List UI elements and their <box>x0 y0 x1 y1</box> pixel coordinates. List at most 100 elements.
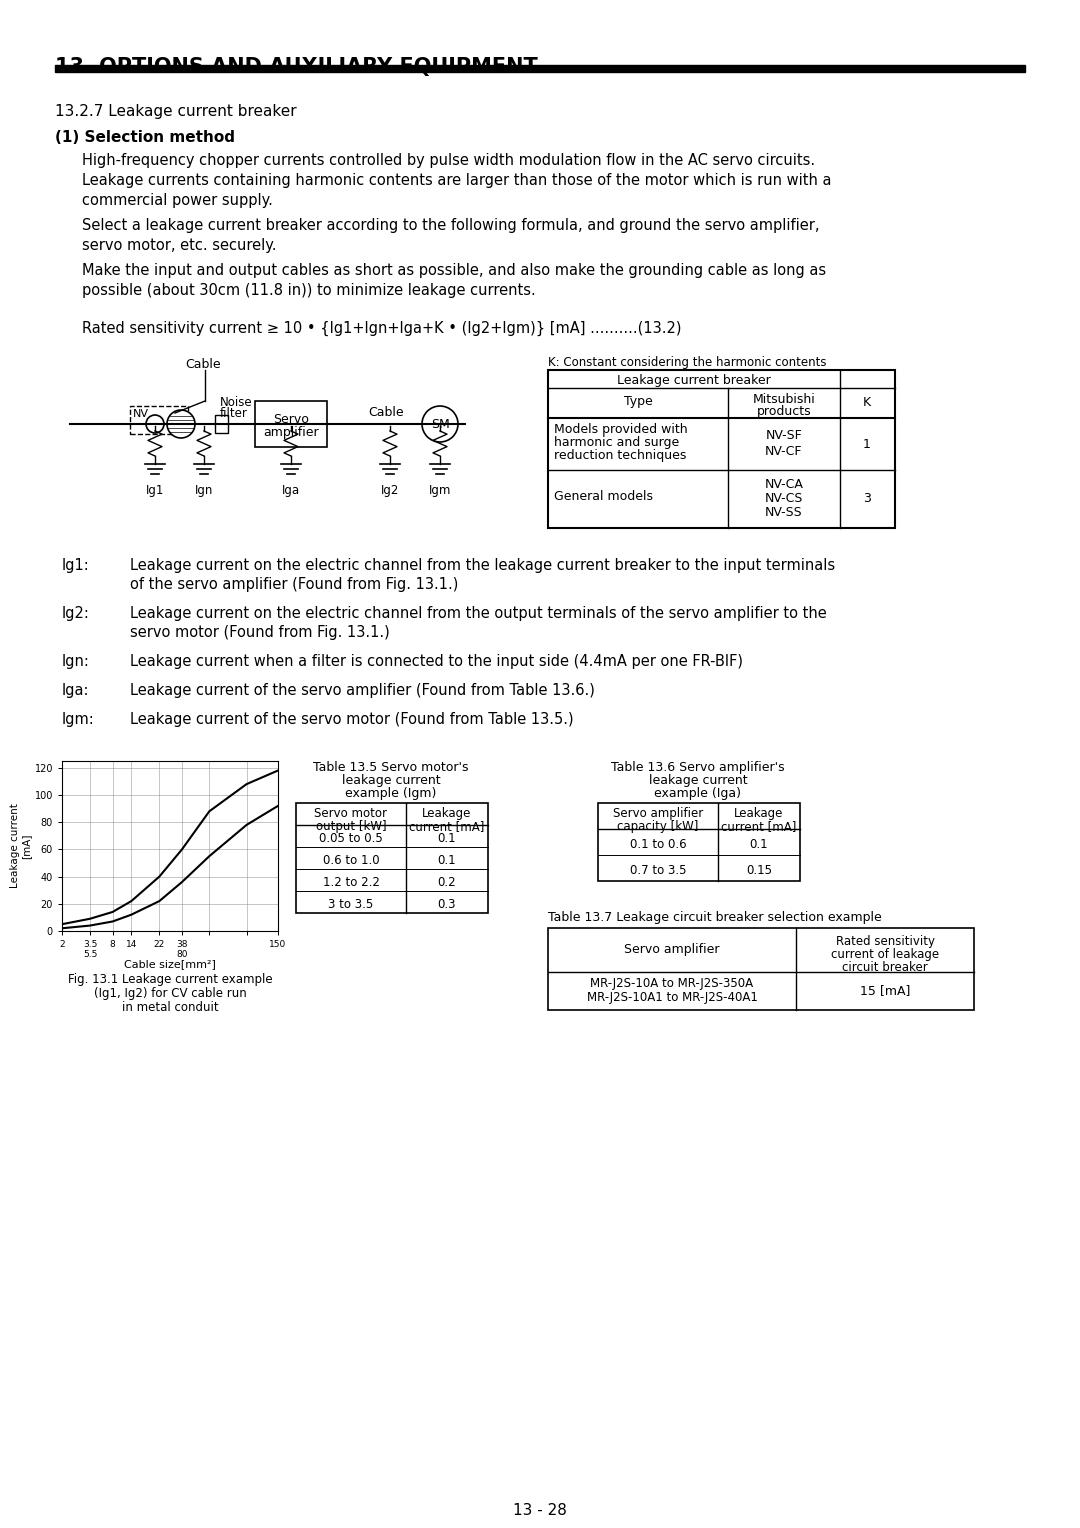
Text: servo motor (Found from Fig. 13.1.): servo motor (Found from Fig. 13.1.) <box>130 625 390 640</box>
Text: Leakage current on the electric channel from the output terminals of the servo a: Leakage current on the electric channel … <box>130 607 827 620</box>
Text: Servo amplifier: Servo amplifier <box>624 943 719 957</box>
Text: K: K <box>863 396 872 410</box>
Bar <box>255 400 327 448</box>
Bar <box>215 416 228 432</box>
Bar <box>55 66 1025 72</box>
Text: 3 to 3.5: 3 to 3.5 <box>328 898 374 911</box>
Text: Table 13.6 Servo amplifier's: Table 13.6 Servo amplifier's <box>611 761 785 775</box>
Text: K: Constant considering the harmonic contents: K: Constant considering the harmonic con… <box>548 356 826 368</box>
Text: in metal conduit: in metal conduit <box>122 1001 218 1015</box>
Text: current [mA]: current [mA] <box>721 821 797 833</box>
Text: 0.05 to 0.5: 0.05 to 0.5 <box>319 833 383 845</box>
Text: Leakage current when a filter is connected to the input side (4.4mA per one FR-B: Leakage current when a filter is connect… <box>130 654 743 669</box>
Bar <box>296 804 488 914</box>
Text: NV-CS: NV-CS <box>765 492 804 504</box>
Text: NV-CF: NV-CF <box>766 445 802 458</box>
Text: 0.3: 0.3 <box>437 898 456 911</box>
Text: MR-J2S-10A to MR-J2S-350A: MR-J2S-10A to MR-J2S-350A <box>591 976 754 990</box>
Text: 13. OPTIONS AND AUXILIARY EQUIPMENT: 13. OPTIONS AND AUXILIARY EQUIPMENT <box>55 57 538 76</box>
Text: SM: SM <box>431 417 449 431</box>
Text: Noise: Noise <box>220 396 253 410</box>
Text: Servo: Servo <box>273 413 309 426</box>
Text: Leakage: Leakage <box>734 807 784 821</box>
Text: example (Iga): example (Iga) <box>654 787 742 801</box>
Text: 13.2.7 Leakage current breaker: 13.2.7 Leakage current breaker <box>55 104 297 119</box>
Text: Iga:: Iga: <box>62 683 90 698</box>
Text: Ign:: Ign: <box>62 654 90 669</box>
Text: 0.1: 0.1 <box>750 837 768 851</box>
Text: Leakage: Leakage <box>422 807 472 821</box>
Text: Rated sensitivity current ≥ 10 • {Ig1+Ign+Iga+K • (Ig2+Igm)} [mA] ..........(13.: Rated sensitivity current ≥ 10 • {Ig1+Ig… <box>82 321 681 336</box>
Text: Mitsubishi: Mitsubishi <box>753 393 815 406</box>
Text: current of leakage: current of leakage <box>831 947 940 961</box>
Text: circuit breaker: circuit breaker <box>842 961 928 973</box>
Text: General models: General models <box>554 490 653 503</box>
Text: NV: NV <box>133 410 149 419</box>
Text: Select a leakage current breaker according to the following formula, and ground : Select a leakage current breaker accordi… <box>82 219 820 232</box>
Text: NV-CA: NV-CA <box>765 478 804 490</box>
Text: NV-SF: NV-SF <box>766 429 802 442</box>
Text: possible (about 30cm (11.8 in)) to minimize leakage currents.: possible (about 30cm (11.8 in)) to minim… <box>82 283 536 298</box>
Text: Leakage currents containing harmonic contents are larger than those of the motor: Leakage currents containing harmonic con… <box>82 173 832 188</box>
Text: Servo amplifier: Servo amplifier <box>612 807 703 821</box>
Text: 0.1: 0.1 <box>437 833 457 845</box>
Bar <box>130 406 188 434</box>
Text: leakage current: leakage current <box>341 775 441 787</box>
Text: Igm: Igm <box>429 484 451 497</box>
Text: Cable: Cable <box>185 358 220 371</box>
Text: Ig2:: Ig2: <box>62 607 90 620</box>
Text: 0.7 to 3.5: 0.7 to 3.5 <box>630 863 686 877</box>
Text: of the servo amplifier (Found from Fig. 13.1.): of the servo amplifier (Found from Fig. … <box>130 578 458 591</box>
Text: Rated sensitivity: Rated sensitivity <box>836 935 934 947</box>
Text: amplifier: amplifier <box>264 426 319 439</box>
Text: MR-J2S-10A1 to MR-J2S-40A1: MR-J2S-10A1 to MR-J2S-40A1 <box>586 992 757 1004</box>
Text: 0.1: 0.1 <box>437 854 457 866</box>
Text: (1) Selection method: (1) Selection method <box>55 130 235 145</box>
Text: Cable: Cable <box>368 406 404 419</box>
Text: Igm:: Igm: <box>62 712 95 727</box>
Text: current [mA]: current [mA] <box>409 821 485 833</box>
Text: harmonic and surge: harmonic and surge <box>554 435 679 449</box>
Text: output [kW]: output [kW] <box>315 821 387 833</box>
Text: Type: Type <box>623 396 652 408</box>
Text: 1.2 to 2.2: 1.2 to 2.2 <box>323 876 379 889</box>
Text: Leakage current breaker: Leakage current breaker <box>617 374 771 387</box>
Text: 0.15: 0.15 <box>746 863 772 877</box>
Text: High-frequency chopper currents controlled by pulse width modulation flow in the: High-frequency chopper currents controll… <box>82 153 815 168</box>
Text: Cable size[mm²]: Cable size[mm²] <box>124 960 216 969</box>
Text: Make the input and output cables as short as possible, and also make the groundi: Make the input and output cables as shor… <box>82 263 826 278</box>
Text: reduction techniques: reduction techniques <box>554 449 687 461</box>
Text: filter: filter <box>220 406 248 420</box>
Text: Leakage current on the electric channel from the leakage current breaker to the : Leakage current on the electric channel … <box>130 558 835 573</box>
Bar <box>548 927 974 1010</box>
Text: 0.2: 0.2 <box>437 876 457 889</box>
Text: Leakage current of the servo motor (Found from Table 13.5.): Leakage current of the servo motor (Foun… <box>130 712 573 727</box>
Text: Leakage current of the servo amplifier (Found from Table 13.6.): Leakage current of the servo amplifier (… <box>130 683 595 698</box>
Y-axis label: Leakage current
[mA]: Leakage current [mA] <box>10 804 31 888</box>
Text: Iga: Iga <box>282 484 300 497</box>
Text: example (Igm): example (Igm) <box>346 787 436 801</box>
Text: (Ig1, Ig2) for CV cable run: (Ig1, Ig2) for CV cable run <box>94 987 246 999</box>
Circle shape <box>167 410 195 439</box>
Text: 13 - 28: 13 - 28 <box>513 1504 567 1517</box>
Text: Models provided with: Models provided with <box>554 423 688 435</box>
Text: commercial power supply.: commercial power supply. <box>82 193 273 208</box>
Text: Ig1: Ig1 <box>146 484 164 497</box>
Bar <box>598 804 800 882</box>
Text: servo motor, etc. securely.: servo motor, etc. securely. <box>82 238 276 254</box>
Text: 1: 1 <box>863 437 870 451</box>
Bar <box>548 370 895 529</box>
Text: leakage current: leakage current <box>649 775 747 787</box>
Text: Fig. 13.1 Leakage current example: Fig. 13.1 Leakage current example <box>68 973 272 986</box>
Text: 0.6 to 1.0: 0.6 to 1.0 <box>323 854 379 866</box>
Text: 0.1 to 0.6: 0.1 to 0.6 <box>630 837 686 851</box>
Text: 3: 3 <box>863 492 870 506</box>
Text: NV-SS: NV-SS <box>766 506 802 520</box>
Text: Ig1:: Ig1: <box>62 558 90 573</box>
Text: 15 [mA]: 15 [mA] <box>860 984 910 998</box>
Text: products: products <box>757 405 811 419</box>
Text: Table 13.7 Leakage circuit breaker selection example: Table 13.7 Leakage circuit breaker selec… <box>548 911 881 924</box>
Text: Servo motor: Servo motor <box>314 807 388 821</box>
Text: Ig2: Ig2 <box>381 484 400 497</box>
Text: Table 13.5 Servo motor's: Table 13.5 Servo motor's <box>313 761 469 775</box>
